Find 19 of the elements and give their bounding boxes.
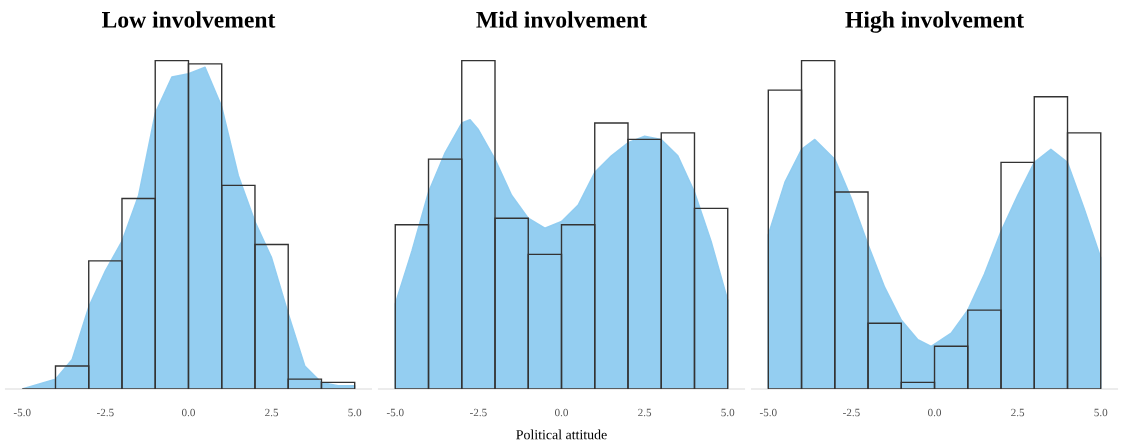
x-axis-title: Political attitude bbox=[516, 429, 607, 440]
chart-title: High involvement bbox=[845, 11, 1024, 33]
chart-title: Mid involvement bbox=[476, 11, 647, 28]
x-tick-label: -5.0 bbox=[13, 408, 31, 417]
x-tick-label: -2.5 bbox=[470, 408, 487, 417]
x-tick-label: 0.0 bbox=[181, 408, 195, 417]
x-tick-label: -2.5 bbox=[843, 408, 860, 417]
x-tick-label: 0.0 bbox=[928, 408, 942, 417]
x-tick-label: 0.0 bbox=[554, 408, 569, 417]
x-tick-label: 2.5 bbox=[638, 408, 652, 417]
x-tick-label: 5.0 bbox=[721, 408, 735, 417]
x-tick-label: -5.0 bbox=[386, 408, 404, 417]
chart-title: Low involvement bbox=[101, 11, 276, 28]
x-tick-label: 2.5 bbox=[1011, 408, 1025, 417]
x-tick-label: 5.0 bbox=[1094, 408, 1108, 417]
x-tick-label: 5.0 bbox=[348, 408, 362, 417]
x-tick-label: -5.0 bbox=[759, 408, 777, 417]
x-tick-label: -2.5 bbox=[96, 408, 114, 417]
x-tick-label: 2.5 bbox=[265, 408, 279, 417]
